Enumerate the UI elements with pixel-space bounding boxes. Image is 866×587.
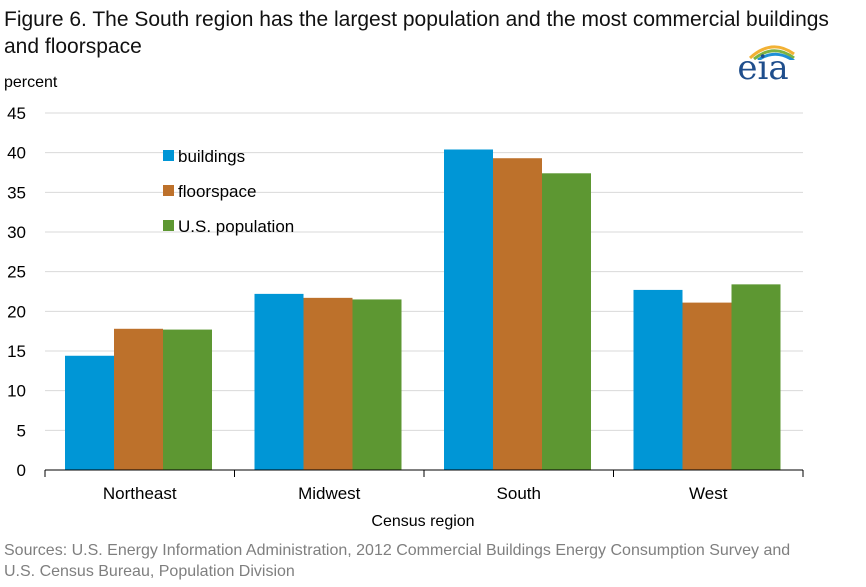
bar-u-s-population-midwest [352, 299, 402, 470]
logo-swoosh-icon [748, 45, 795, 60]
bar-u-s-population-south [542, 173, 591, 470]
x-axis-title: Census region [371, 513, 474, 530]
bar-floorspace-northeast [114, 328, 163, 470]
bar-buildings-northeast [65, 355, 114, 470]
legend-label-floorspace: floorspace [178, 182, 256, 201]
y-tick-label: 25 [7, 263, 26, 282]
y-axis-title: percent [4, 74, 58, 91]
source-note: Sources: U.S. Energy Information Adminis… [4, 542, 791, 580]
legend-swatch-u-s-population [163, 220, 174, 231]
y-tick-label: 45 [7, 104, 26, 123]
y-tick-label: 15 [7, 342, 26, 361]
bar-buildings-south [444, 149, 493, 470]
category-label-midwest: Midwest [298, 484, 361, 503]
legend-swatch-buildings [163, 150, 174, 161]
y-tick-label: 35 [7, 183, 26, 202]
legend-swatch-floorspace [163, 185, 174, 196]
bar-u-s-population-northeast [163, 329, 212, 470]
category-labels: Northeast Midwest South West [103, 484, 728, 503]
chart-title: Figure 6. The South region has the large… [4, 8, 829, 58]
legend-label-buildings: buildings [178, 147, 245, 166]
logo-text: eia [737, 48, 789, 88]
y-tick-label: 20 [7, 302, 26, 321]
bar-floorspace-south [493, 158, 542, 470]
bar-floorspace-west [682, 302, 732, 470]
y-tick-labels: 0 5 10 15 20 25 30 35 40 45 [7, 104, 26, 480]
legend: buildings floorspace U.S. population [163, 147, 294, 236]
bar-chart: percent 0 5 10 15 20 25 30 35 40 45 Northeast Midw… [4, 74, 804, 530]
x-tick-marks [44, 470, 804, 477]
bars [65, 149, 781, 470]
y-tick-label: 30 [7, 223, 26, 242]
category-label-south: South [497, 484, 541, 503]
y-tick-label: 40 [7, 144, 26, 163]
category-label-west: West [689, 484, 728, 503]
eia-logo: eia [728, 40, 798, 90]
y-tick-label: 5 [17, 421, 26, 440]
bar-buildings-west [633, 289, 683, 470]
y-tick-label: 10 [7, 382, 26, 401]
y-tick-label: 0 [17, 461, 26, 480]
category-label-northeast: Northeast [103, 484, 177, 503]
bar-floorspace-midwest [303, 297, 353, 470]
bar-u-s-population-west [731, 284, 781, 470]
legend-label-u-s-population: U.S. population [178, 217, 294, 236]
bar-buildings-midwest [254, 293, 304, 470]
